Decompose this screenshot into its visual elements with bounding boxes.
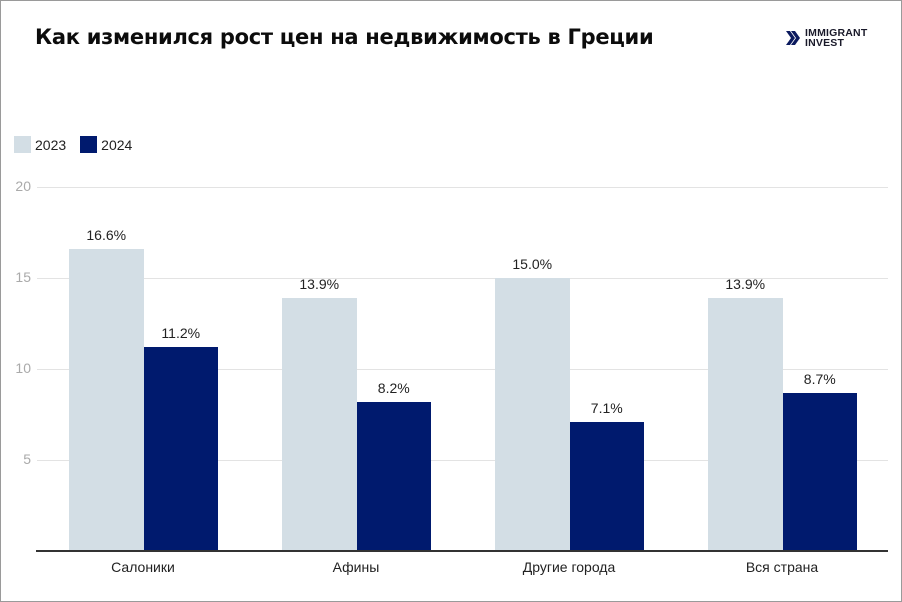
bar-value-label: 8.2% (377, 379, 410, 396)
gridline-15 (37, 278, 888, 279)
bar-2023-1 (282, 298, 357, 551)
bar-2024-0 (143, 347, 218, 551)
bar-2023-0 (69, 248, 144, 551)
bar-value-label: 7.1% (590, 399, 623, 416)
bar-value-label: 15.0% (512, 256, 553, 272)
legend-item-2024: 2024 (80, 136, 132, 153)
legend-swatch-2023 (14, 136, 31, 153)
x-label-saloniki: Салоники (111, 559, 175, 575)
brand-name: IMMIGRANT INVEST (805, 27, 868, 49)
y-tick-15: 15 (15, 269, 31, 285)
brand-line-2: INVEST (805, 37, 845, 49)
legend-item-2023: 2023 (14, 136, 66, 153)
legend-swatch-2024 (80, 136, 98, 153)
x-axis-line (36, 550, 888, 552)
y-tick-10: 10 (15, 360, 31, 376)
legend-label-2023: 2023 (35, 136, 67, 153)
bar-value-label: 8.7% (803, 370, 836, 387)
bar-2024-3 (782, 392, 857, 551)
gridline-5 (37, 460, 888, 461)
legend-label-2024: 2024 (101, 136, 133, 153)
chart-legend: 2023 2024 (14, 136, 146, 153)
bar-value-label: 11.2% (161, 325, 201, 342)
bar-value-label: 16.6% (86, 226, 127, 243)
y-tick-20: 20 (15, 178, 31, 194)
bar-2024-1 (356, 401, 431, 551)
brand-line-1: IMMIGRANT (805, 27, 868, 39)
y-tick-5: 5 (23, 451, 31, 467)
bar-2023-2 (495, 278, 570, 551)
bar-2024-2 (569, 421, 644, 551)
x-label-whole-country: Вся страна (745, 559, 819, 575)
bar-value-label: 13.9% (299, 276, 340, 293)
bar-value-label: 13.9% (725, 276, 766, 293)
gridline-20 (37, 187, 888, 188)
x-label-athens: Афины (332, 559, 380, 575)
x-label-other-cities: Другие города (522, 559, 616, 575)
gridline-10 (37, 369, 888, 370)
bar-2023-3 (708, 298, 783, 551)
chart-title: Как изменился рост цен на недвижимость в… (35, 25, 654, 49)
double-chevron-right-icon (786, 31, 800, 45)
brand-logo: IMMIGRANT INVEST (785, 28, 867, 48)
